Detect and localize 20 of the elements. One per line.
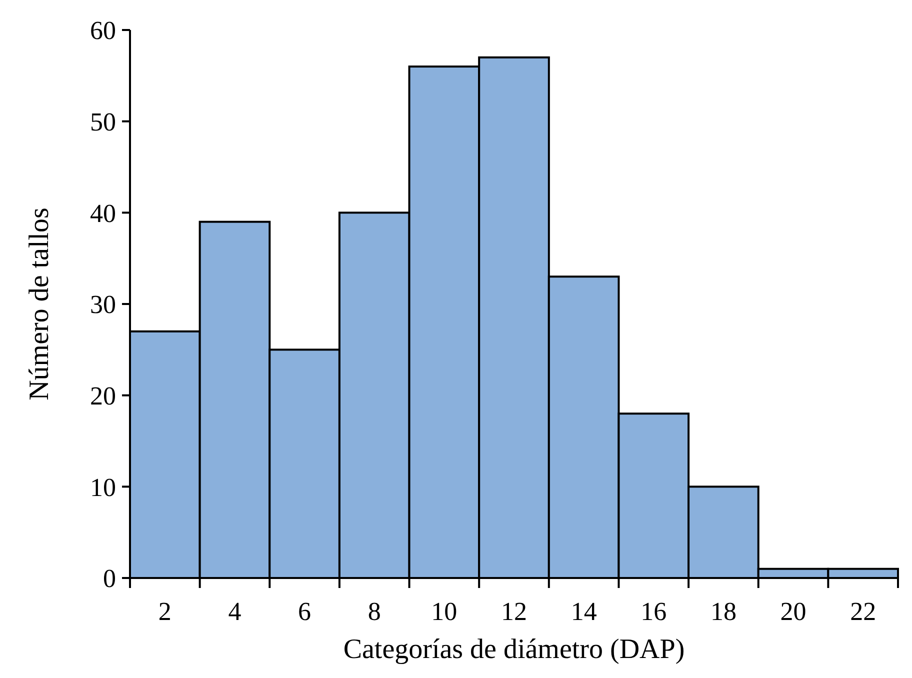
- y-tick-label: 0: [103, 564, 116, 594]
- x-tick-label: 20: [780, 597, 806, 626]
- x-tick-label: 2: [158, 597, 172, 626]
- x-tick-label: 16: [640, 597, 667, 626]
- y-tick-label: 50: [90, 107, 116, 136]
- y-tick-label: 10: [90, 472, 116, 502]
- y-axis-title: Número de tallos: [24, 208, 55, 400]
- x-tick-label: 4: [228, 597, 242, 626]
- x-tick-label: 6: [298, 597, 312, 626]
- y-tick-label: 40: [90, 198, 116, 228]
- y-tick-label: 30: [90, 290, 116, 320]
- x-tick-label: 12: [501, 597, 527, 626]
- x-tick-label: 10: [431, 597, 458, 626]
- x-axis-title: Categorías de diámetro (DAP): [343, 634, 685, 665]
- x-tick-label: 14: [570, 597, 597, 626]
- x-tick-label: 18: [710, 597, 736, 626]
- y-tick-label: 20: [90, 381, 116, 410]
- x-tick-label: 22: [850, 597, 876, 626]
- y-tick-label: 60: [90, 16, 116, 46]
- x-tick-label: 8: [368, 597, 381, 626]
